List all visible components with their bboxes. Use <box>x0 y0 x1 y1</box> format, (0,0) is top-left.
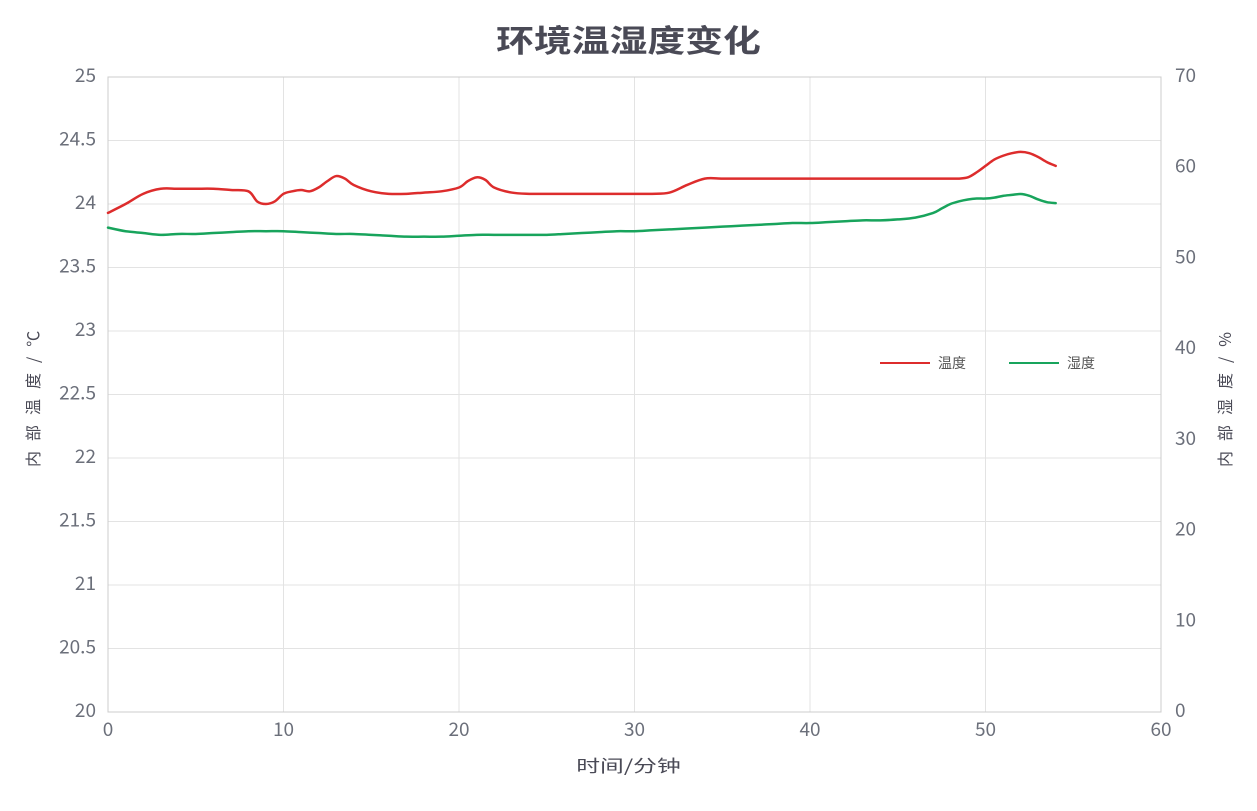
svg-text:10: 10 <box>273 715 294 742</box>
svg-text:25: 25 <box>75 61 96 88</box>
svg-text:0: 0 <box>1175 696 1186 723</box>
svg-text:21.5: 21.5 <box>59 506 96 533</box>
svg-text:0: 0 <box>103 715 114 742</box>
svg-text:30: 30 <box>624 715 645 742</box>
svg-text:50: 50 <box>1175 242 1196 269</box>
svg-text:70: 70 <box>1175 61 1196 88</box>
svg-text:20.5: 20.5 <box>59 633 96 660</box>
svg-text:24.5: 24.5 <box>59 125 96 152</box>
svg-text:20: 20 <box>448 715 469 742</box>
svg-text:40: 40 <box>799 715 820 742</box>
svg-text:30: 30 <box>1175 424 1196 451</box>
svg-text:60: 60 <box>1175 152 1196 179</box>
svg-text:21: 21 <box>75 569 96 596</box>
svg-text:20: 20 <box>75 696 96 723</box>
svg-text:23.5: 23.5 <box>59 252 96 279</box>
svg-text:50: 50 <box>975 715 996 742</box>
svg-text:40: 40 <box>1175 333 1196 360</box>
svg-text:22.5: 22.5 <box>59 379 96 406</box>
svg-text:22: 22 <box>75 442 96 469</box>
svg-text:10: 10 <box>1175 605 1196 632</box>
svg-text:23: 23 <box>75 315 96 342</box>
svg-text:60: 60 <box>1150 715 1171 742</box>
svg-text:24: 24 <box>75 188 96 215</box>
svg-text:20: 20 <box>1175 515 1196 542</box>
